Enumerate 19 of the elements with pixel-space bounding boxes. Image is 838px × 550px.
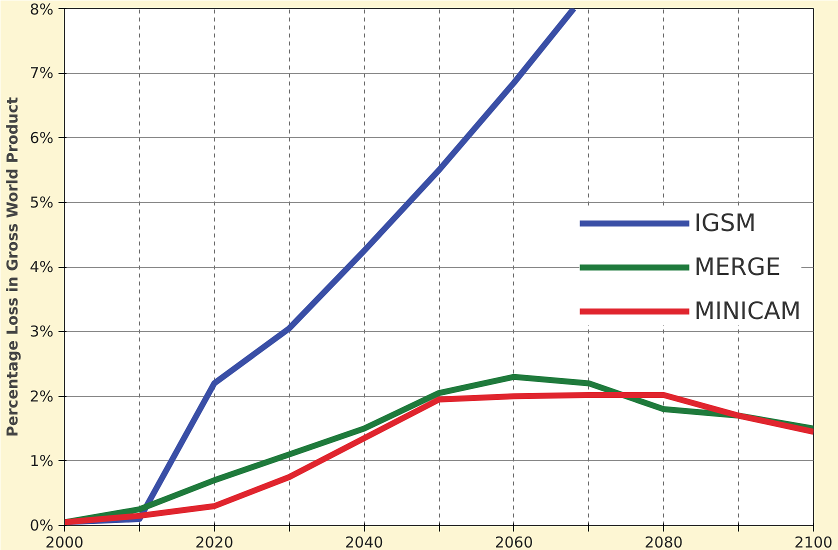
legend-label: MERGE xyxy=(694,252,781,280)
y-axis-title: Percentage Loss in Gross World Product xyxy=(4,97,22,437)
legend-label: MINICAM xyxy=(694,296,801,324)
legend-label: IGSM xyxy=(694,208,756,236)
y-tick-label: 6% xyxy=(30,128,54,147)
x-tick-label: 2080 xyxy=(644,534,683,550)
y-tick-label: 3% xyxy=(30,322,54,341)
y-tick-label: 5% xyxy=(30,193,54,212)
x-tick-label: 2060 xyxy=(494,534,533,550)
y-tick-label: 8% xyxy=(30,0,54,18)
x-tick-label: 2040 xyxy=(345,534,384,550)
y-tick-label: 1% xyxy=(30,452,54,470)
x-tick-label: 2100 xyxy=(794,534,833,550)
x-tick-label: 2020 xyxy=(195,534,234,550)
y-tick-label: 0% xyxy=(30,516,54,534)
y-tick-label: 7% xyxy=(30,64,54,82)
x-tick-label: 2000 xyxy=(45,534,84,550)
y-tick-label: 4% xyxy=(30,258,54,276)
y-tick-label: 2% xyxy=(30,387,54,406)
